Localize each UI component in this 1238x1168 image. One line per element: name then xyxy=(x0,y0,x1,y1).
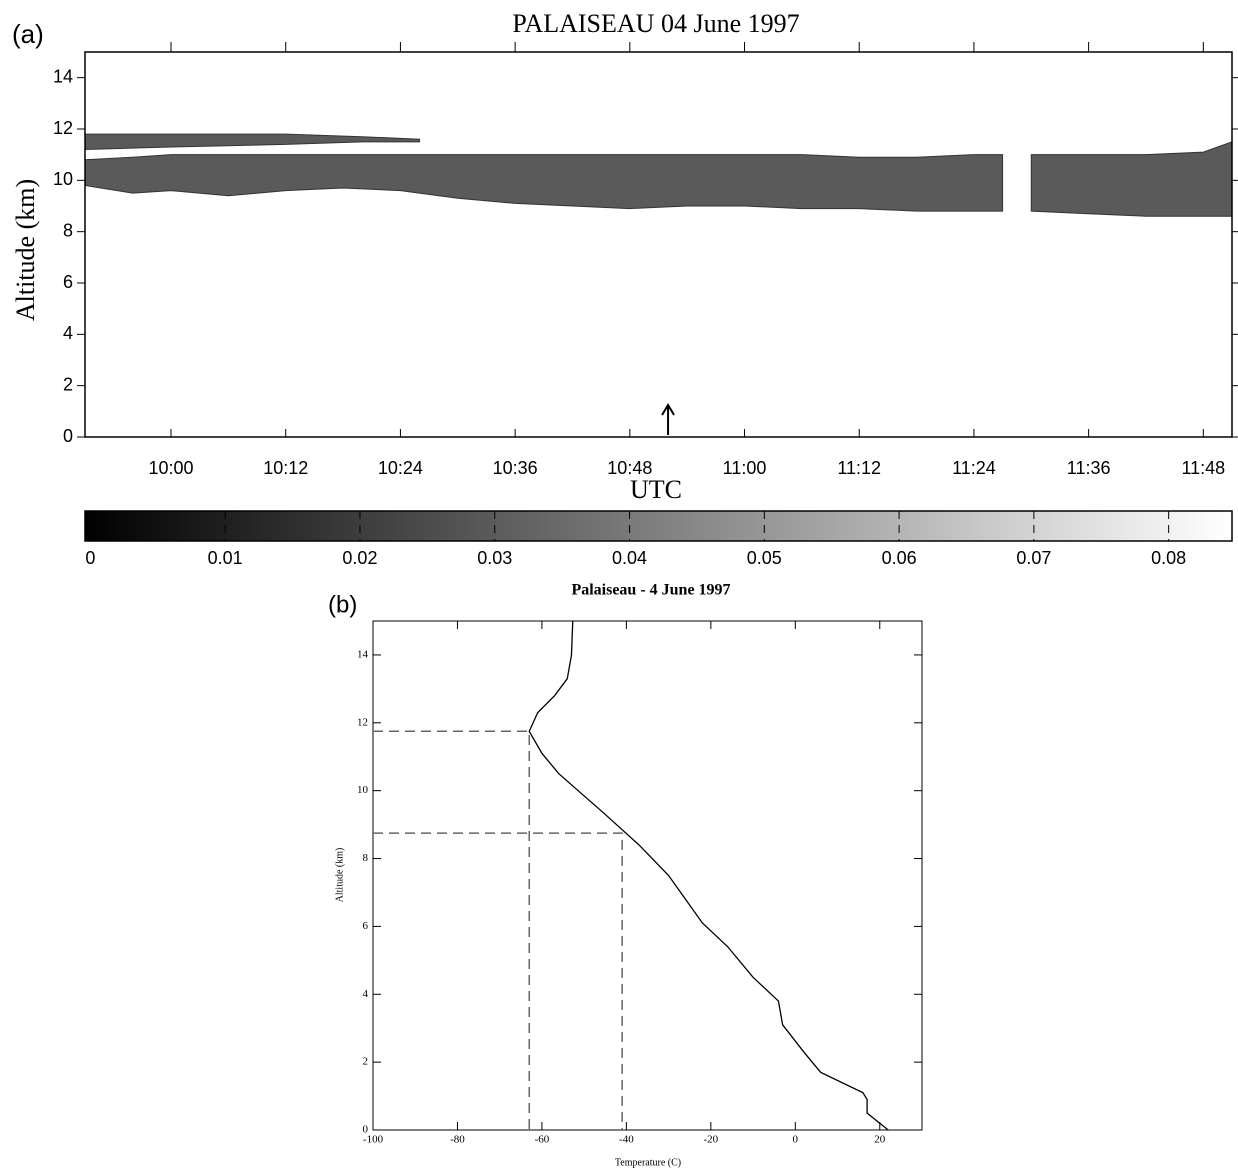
x-tick-label: -60 xyxy=(535,1134,550,1146)
colorbar-tick-label: 0.01 xyxy=(208,548,243,568)
arrow xyxy=(661,403,675,435)
panel-label: (a) xyxy=(12,19,44,49)
x-tick-label: 10:00 xyxy=(149,458,194,478)
cloud-layer xyxy=(1030,141,1233,217)
y-tick-label: 0 xyxy=(363,1124,369,1136)
plot-frame xyxy=(372,620,923,1131)
y-tick-label: 10 xyxy=(357,784,369,796)
cloud-layer xyxy=(84,133,421,151)
x-tick-label: 10:12 xyxy=(263,458,308,478)
reference-line xyxy=(373,832,623,1130)
x-tick-label: 11:00 xyxy=(723,458,767,478)
colorbar xyxy=(84,510,1233,542)
chart-title: Palaiseau - 4 June 1997 xyxy=(571,582,730,599)
colorbar-tick-label: 0.06 xyxy=(882,548,917,568)
y-tick-label: 12 xyxy=(357,716,368,728)
y-tick-label: 14 xyxy=(53,66,73,86)
x-tick-label: 20 xyxy=(874,1134,886,1146)
x-tick-label: 11:24 xyxy=(952,458,996,478)
colorbar-tick-label: 0.02 xyxy=(342,548,377,568)
y-tick-label: 14 xyxy=(357,648,369,660)
y-tick-label: 4 xyxy=(63,323,73,343)
plot-frame xyxy=(84,51,1233,438)
temperature-profile xyxy=(528,620,889,1131)
colorbar-tick-label: 0.08 xyxy=(1151,548,1186,568)
y-tick-label: 2 xyxy=(363,1056,369,1068)
reference-line xyxy=(373,730,531,1130)
y-tick-label: 8 xyxy=(63,220,73,240)
x-tick-label: 11:36 xyxy=(1067,458,1111,478)
y-tick-label: 8 xyxy=(363,852,369,864)
cloud-layer xyxy=(84,154,1004,212)
x-tick-label: 10:24 xyxy=(378,458,423,478)
x-tick-label: -40 xyxy=(619,1134,634,1146)
x-tick-label: 10:48 xyxy=(607,458,652,478)
y-axis-label: Altitude (km) xyxy=(334,848,345,903)
x-tick-label: 10:36 xyxy=(493,458,538,478)
y-tick-label: 12 xyxy=(53,118,73,138)
colorbar-tick-label: 0.05 xyxy=(747,548,782,568)
y-tick-label: 4 xyxy=(363,988,369,1000)
y-tick-label: 2 xyxy=(63,374,73,394)
x-tick-label: -20 xyxy=(704,1134,719,1146)
colorbar-tick-label: 0.07 xyxy=(1016,548,1051,568)
panel-label: (b) xyxy=(328,591,357,618)
x-tick-label: -100 xyxy=(363,1134,384,1146)
chart-title: PALAISEAU 04 June 1997 xyxy=(512,9,799,38)
y-axis-label: Altitude (km) xyxy=(11,179,40,321)
y-tick-label: 6 xyxy=(63,272,73,292)
y-tick-label: 10 xyxy=(53,169,73,189)
x-tick-label: 11:48 xyxy=(1181,458,1225,478)
colorbar-tick-label: 0 xyxy=(85,548,95,568)
x-tick-label: 0 xyxy=(793,1134,799,1146)
y-tick-label: 6 xyxy=(363,920,369,932)
x-axis-label: UTC xyxy=(630,475,682,504)
x-tick-label: 11:12 xyxy=(837,458,881,478)
colorbar-tick-label: 0.04 xyxy=(612,548,647,568)
colorbar-tick-label: 0.03 xyxy=(477,548,512,568)
x-axis-label: Temperature (C) xyxy=(615,1157,681,1168)
x-tick-label: -80 xyxy=(450,1134,465,1146)
y-tick-label: 0 xyxy=(63,426,73,446)
